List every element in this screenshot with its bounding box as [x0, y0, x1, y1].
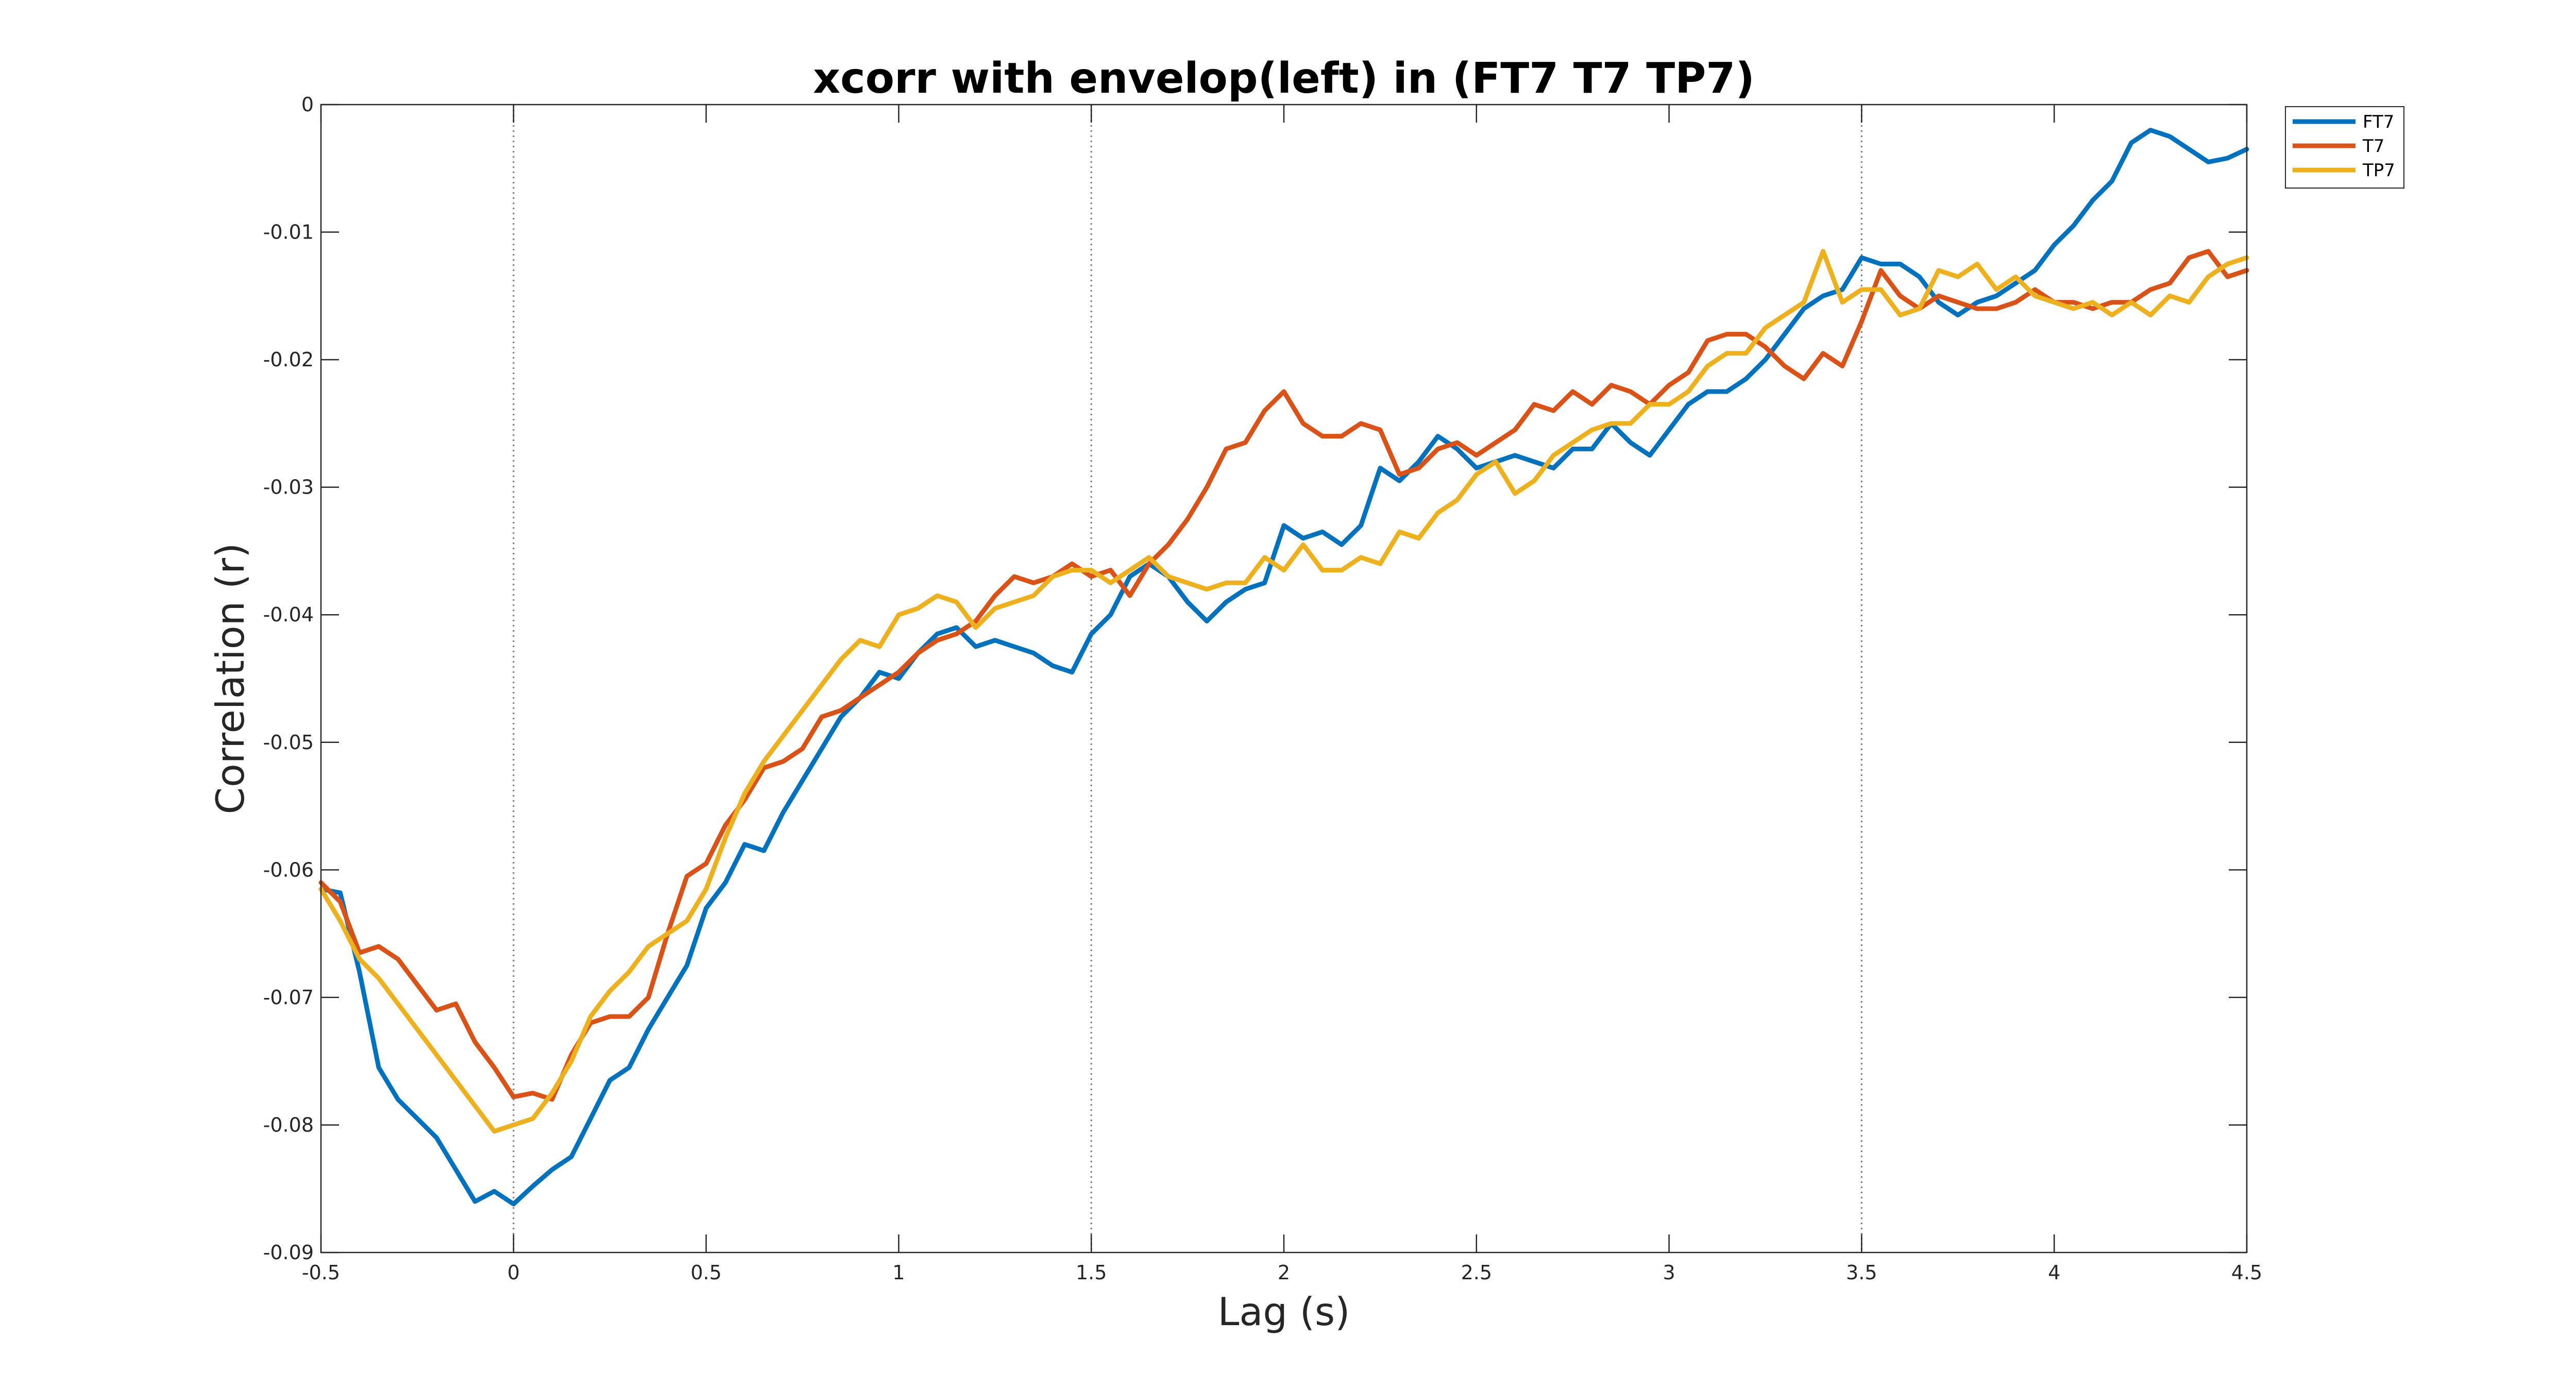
series-line-ft7	[318, 128, 2249, 1207]
x-tick-label: 2	[1278, 1261, 1290, 1284]
series-line-t7	[318, 249, 2249, 1102]
x-axis: -0.5 0 0.5 1 1.5 2 2.5 3 3.5 4 4.5	[302, 105, 2262, 1284]
series-line-tp7	[318, 249, 2249, 1134]
x-tick-label: 0	[507, 1261, 520, 1284]
y-tick-label: -0.03	[263, 476, 314, 499]
x-axis-label: Lag (s)	[1218, 1289, 1350, 1334]
y-axis-label: Correlation (r)	[208, 543, 253, 815]
x-tick-label: 4	[2048, 1261, 2060, 1284]
x-tick-label: 1.5	[1076, 1261, 1107, 1284]
x-tick-label: 4.5	[2231, 1261, 2262, 1284]
legend-label-t7: T7	[2362, 136, 2384, 157]
chart-title: xcorr with envelop(left) in (FT7 T7 TP7)	[813, 54, 1755, 103]
y-tick-label: -0.09	[263, 1241, 314, 1264]
y-tick-label: -0.08	[263, 1113, 314, 1136]
y-tick-label: -0.01	[263, 221, 314, 244]
y-axis: 0 -0.01 -0.02 -0.03 -0.04 -0.05 -0.06 -0.07 -0.0…	[263, 93, 2247, 1264]
x-tick-label: 3	[1663, 1261, 1675, 1284]
legend-label-tp7: TP7	[2362, 160, 2395, 181]
reference-lines	[513, 105, 1862, 1252]
series-group	[318, 128, 2249, 1207]
y-tick-label: 0	[301, 93, 314, 116]
y-tick-label: -0.04	[263, 603, 314, 626]
y-tick-label: -0.06	[263, 858, 314, 881]
legend-label-ft7: FT7	[2363, 112, 2394, 132]
y-tick-label: -0.05	[263, 731, 314, 754]
y-tick-label: -0.07	[263, 986, 314, 1009]
x-tick-label: 0.5	[690, 1261, 721, 1284]
y-tick-label: -0.02	[263, 348, 314, 371]
x-tick-label: -0.5	[302, 1261, 340, 1284]
x-tick-label: 1	[892, 1261, 905, 1284]
x-tick-label: 2.5	[1461, 1261, 1492, 1284]
legend: FT7 T7 TP7	[2285, 106, 2404, 189]
x-tick-label: 3.5	[1846, 1261, 1877, 1284]
